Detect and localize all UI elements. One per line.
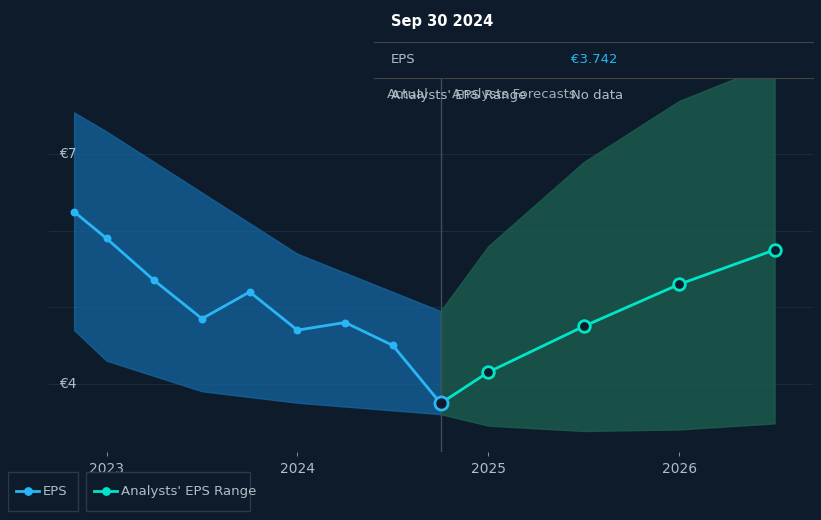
Point	[100, 235, 113, 243]
Point	[338, 318, 351, 327]
Point	[386, 341, 399, 349]
Point	[768, 246, 781, 254]
Point	[577, 322, 590, 331]
Point	[21, 487, 34, 496]
Text: Analysts Forecasts: Analysts Forecasts	[452, 88, 576, 101]
Text: Analysts' EPS Range: Analysts' EPS Range	[391, 89, 526, 102]
Point	[482, 368, 495, 376]
FancyBboxPatch shape	[8, 472, 78, 511]
Point	[67, 207, 80, 216]
Text: €4: €4	[59, 376, 76, 391]
Text: €7: €7	[59, 147, 76, 161]
Point	[291, 326, 304, 334]
Text: EPS: EPS	[391, 53, 415, 66]
Point	[99, 487, 112, 496]
Point	[672, 280, 686, 289]
Text: €3.742: €3.742	[571, 53, 617, 66]
FancyBboxPatch shape	[86, 472, 250, 511]
Text: EPS: EPS	[44, 485, 67, 498]
Point	[148, 276, 161, 284]
Text: Actual: Actual	[388, 88, 429, 101]
Text: No data: No data	[571, 89, 623, 102]
Text: Sep 30 2024: Sep 30 2024	[391, 14, 493, 29]
Point	[195, 315, 209, 323]
Point	[243, 288, 256, 296]
Text: Analysts' EPS Range: Analysts' EPS Range	[122, 485, 256, 498]
Point	[434, 399, 447, 408]
